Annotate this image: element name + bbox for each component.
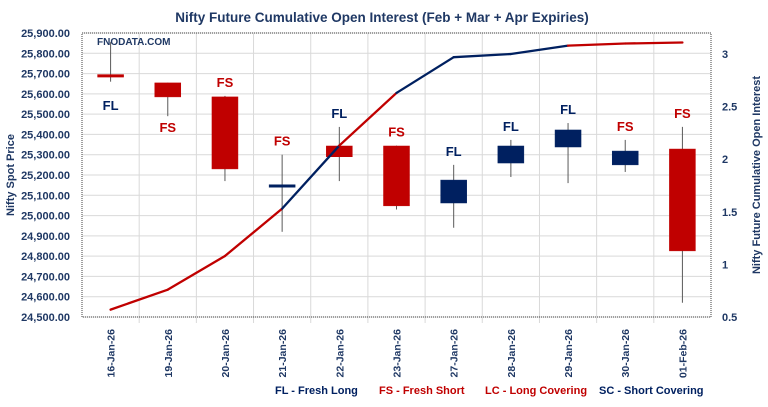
x-tick-label: 21-Jan-26 — [277, 329, 289, 378]
x-tick-label: 20-Jan-26 — [220, 329, 232, 378]
left-tick-label: 24,900.00 — [21, 231, 70, 243]
legend-entry: SC - Short Covering — [599, 385, 704, 397]
candle-body — [669, 148, 696, 252]
watermark: FNODATA.COM — [97, 37, 171, 48]
right-tick-label: 2 — [722, 154, 728, 166]
x-tick-label: 28-Jan-26 — [506, 329, 518, 378]
left-axis-label: Nifty Spot Price — [5, 134, 17, 216]
left-tick-label: 25,000.00 — [21, 211, 70, 223]
left-tick-label: 25,900.00 — [21, 28, 70, 40]
x-tick-label: 23-Jan-26 — [392, 329, 404, 378]
signal-label: FL — [331, 106, 347, 121]
candle-body — [497, 145, 525, 164]
candle-body — [383, 145, 410, 207]
signal-label: FS — [674, 106, 691, 121]
oi-line-segment — [338, 91, 398, 147]
x-tick-label: 27-Jan-26 — [449, 329, 461, 378]
right-axis-label: Nifty Future Cumulative Open Interest — [751, 76, 763, 274]
x-axis-ticks: 16-Jan-26 19-Jan-26 20-Jan-26 21-Jan-26 22-J… — [106, 329, 690, 378]
oi-line-segment — [509, 44, 570, 56]
oi-line-segment — [395, 56, 455, 95]
candle-body — [211, 96, 239, 170]
left-tick-label: 25,300.00 — [21, 150, 70, 162]
left-tick-label: 25,100.00 — [21, 190, 70, 202]
open-interest-line — [109, 41, 684, 311]
chart-title: Nifty Future Cumulative Open Interest (F… — [175, 10, 589, 25]
left-tick-label: 25,400.00 — [21, 129, 70, 141]
left-tick-label: 25,800.00 — [21, 48, 70, 60]
candle-body — [440, 179, 467, 204]
grid — [82, 32, 711, 323]
left-tick-label: 24,600.00 — [21, 292, 70, 304]
right-axis-ticks: 0.5 1 1.5 2 2.5 3 — [722, 49, 737, 324]
x-tick-label: 30-Jan-26 — [620, 329, 632, 378]
candle-body — [611, 150, 639, 166]
signal-label: FL — [503, 119, 519, 134]
right-tick-label: 0.5 — [722, 312, 737, 324]
signal-label: FS — [159, 120, 176, 135]
left-tick-label: 25,700.00 — [21, 69, 70, 81]
signal-labels: FL FS FS FS FL FS FL FL FL FS FS — [103, 75, 691, 159]
oi-line-segment — [166, 254, 227, 291]
signal-label: FS — [617, 119, 634, 134]
left-tick-label: 24,800.00 — [21, 251, 70, 263]
signal-label: FS — [274, 134, 291, 149]
x-tick-label: 01-Feb-26 — [677, 329, 689, 378]
right-tick-label: 2.5 — [722, 102, 737, 114]
left-tick-label: 25,500.00 — [21, 109, 70, 121]
left-tick-label: 25,600.00 — [21, 89, 70, 101]
left-tick-label: 24,500.00 — [21, 312, 70, 324]
signal-label: FS — [388, 125, 405, 140]
x-tick-label: 29-Jan-26 — [563, 329, 575, 378]
x-tick-label: 16-Jan-26 — [106, 329, 118, 378]
legend-entry: LC - Long Covering — [485, 385, 587, 397]
right-tick-label: 3 — [722, 49, 728, 61]
left-tick-label: 24,700.00 — [21, 271, 70, 283]
oi-line-segment — [452, 52, 513, 59]
legend-entry: FS - Fresh Short — [379, 385, 465, 397]
signal-label: FL — [560, 102, 576, 117]
left-tick-label: 25,200.00 — [21, 170, 70, 182]
x-tick-label: 19-Jan-26 — [163, 329, 175, 378]
plot-area-border — [81, 32, 712, 318]
candle-body — [554, 129, 582, 148]
right-tick-label: 1.5 — [722, 207, 737, 219]
oi-line-segment — [223, 207, 284, 258]
candle-body — [97, 74, 124, 78]
x-tick-label: 22-Jan-26 — [334, 329, 346, 378]
candle-body — [154, 82, 182, 98]
legend: FL - Fresh Long FS - Fresh Short LC - Long… — [275, 385, 704, 397]
signal-label: FL — [103, 98, 119, 113]
signal-label: FS — [217, 75, 234, 90]
oi-line-segment — [280, 144, 341, 210]
signal-label: FL — [446, 144, 462, 159]
candle-body — [268, 184, 296, 188]
oi-line-segment — [624, 41, 684, 45]
right-tick-label: 1 — [722, 259, 728, 271]
left-axis-ticks: 24,500.00 24,600.00 24,700.00 24,800.00 24,9… — [21, 28, 70, 324]
candles — [97, 42, 696, 303]
oi-line-segment — [109, 288, 169, 311]
oi-line-segment — [566, 42, 627, 47]
legend-entry: FL - Fresh Long — [275, 385, 358, 397]
